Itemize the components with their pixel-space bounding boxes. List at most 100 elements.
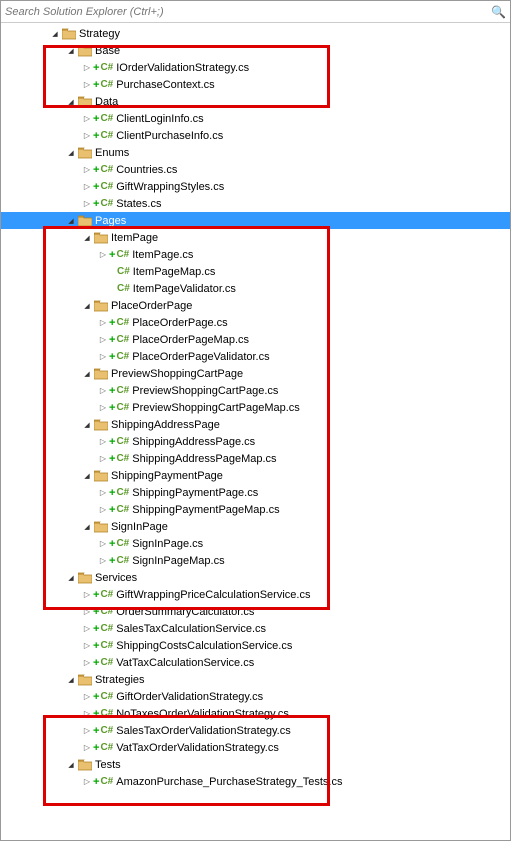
expand-icon[interactable] bbox=[81, 519, 93, 535]
expand-icon[interactable] bbox=[97, 281, 109, 297]
tree-row[interactable]: +C#ShippingPaymentPage.cs bbox=[1, 484, 510, 501]
expand-icon[interactable] bbox=[81, 298, 93, 314]
expand-icon[interactable] bbox=[97, 485, 109, 501]
tree-row[interactable]: +C#GiftWrappingPriceCalculationService.c… bbox=[1, 586, 510, 603]
tree-row[interactable]: +C#PlaceOrderPageMap.cs bbox=[1, 331, 510, 348]
expand-icon[interactable] bbox=[65, 213, 77, 229]
expand-icon[interactable] bbox=[97, 247, 109, 263]
tree-row[interactable]: +C#VatTaxCalculationService.cs bbox=[1, 654, 510, 671]
expand-icon[interactable] bbox=[81, 706, 93, 722]
tree-row[interactable]: Tests bbox=[1, 756, 510, 773]
tree-row[interactable]: Data bbox=[1, 93, 510, 110]
tree-item-label: SignInPage.cs bbox=[132, 538, 203, 550]
expand-icon[interactable] bbox=[81, 230, 93, 246]
expand-icon[interactable] bbox=[81, 77, 93, 93]
expand-icon[interactable] bbox=[49, 26, 61, 42]
expand-icon[interactable] bbox=[65, 43, 77, 59]
tree-row[interactable]: Services bbox=[1, 569, 510, 586]
csharp-icon: C# bbox=[100, 130, 113, 141]
tree-row[interactable]: +C#ClientPurchaseInfo.cs bbox=[1, 127, 510, 144]
tree-row[interactable]: Strategy bbox=[1, 25, 510, 42]
expand-icon[interactable] bbox=[65, 672, 77, 688]
expand-icon[interactable] bbox=[97, 553, 109, 569]
expand-icon[interactable] bbox=[97, 349, 109, 365]
tree-row[interactable]: SignInPage bbox=[1, 518, 510, 535]
expand-icon[interactable] bbox=[81, 621, 93, 637]
expand-icon[interactable] bbox=[97, 264, 109, 280]
csharp-icon: C# bbox=[100, 623, 113, 634]
tree-row[interactable]: Enums bbox=[1, 144, 510, 161]
expand-icon[interactable] bbox=[81, 417, 93, 433]
expand-icon[interactable] bbox=[81, 162, 93, 178]
tree-row[interactable]: +C#VatTaxOrderValidationStrategy.cs bbox=[1, 739, 510, 756]
csharp-icon: C# bbox=[116, 385, 129, 396]
tree-row[interactable]: PlaceOrderPage bbox=[1, 297, 510, 314]
expand-icon[interactable] bbox=[81, 655, 93, 671]
tree-row[interactable]: +C#SignInPage.cs bbox=[1, 535, 510, 552]
tree-row[interactable]: +C#ShippingAddressPage.cs bbox=[1, 433, 510, 450]
search-icon[interactable]: 🔍 bbox=[491, 5, 506, 19]
tree-row[interactable]: +C#SalesTaxCalculationService.cs bbox=[1, 620, 510, 637]
tree-row[interactable]: +C#States.cs bbox=[1, 195, 510, 212]
tree-row[interactable]: ShippingPaymentPage bbox=[1, 467, 510, 484]
tree-row[interactable]: +C#ItemPage.cs bbox=[1, 246, 510, 263]
expand-icon[interactable] bbox=[81, 196, 93, 212]
tree-row[interactable]: +C#PlaceOrderPageValidator.cs bbox=[1, 348, 510, 365]
tree-row[interactable]: ShippingAddressPage bbox=[1, 416, 510, 433]
csharp-icon: C# bbox=[100, 776, 113, 787]
expand-icon[interactable] bbox=[81, 740, 93, 756]
expand-icon[interactable] bbox=[81, 111, 93, 127]
expand-icon[interactable] bbox=[81, 774, 93, 790]
tree-row[interactable]: +C#AmazonPurchase_PurchaseStrategy_Tests… bbox=[1, 773, 510, 790]
search-input[interactable] bbox=[5, 6, 491, 18]
expand-icon[interactable] bbox=[81, 723, 93, 739]
tree-row[interactable]: +C#ClientLoginInfo.cs bbox=[1, 110, 510, 127]
expand-icon[interactable] bbox=[65, 145, 77, 161]
tree-row[interactable]: +C#PreviewShoppingCartPageMap.cs bbox=[1, 399, 510, 416]
tree-row[interactable]: +C#ShippingAddressPageMap.cs bbox=[1, 450, 510, 467]
tree-row[interactable]: +C#PurchaseContext.cs bbox=[1, 76, 510, 93]
expand-icon[interactable] bbox=[81, 366, 93, 382]
tree-row[interactable]: ItemPage bbox=[1, 229, 510, 246]
expand-icon[interactable] bbox=[97, 451, 109, 467]
expand-icon[interactable] bbox=[97, 502, 109, 518]
tree-row[interactable]: +C#SalesTaxOrderValidationStrategy.cs bbox=[1, 722, 510, 739]
expand-icon[interactable] bbox=[81, 638, 93, 654]
tree-row[interactable]: Pages bbox=[1, 212, 510, 229]
tree-row[interactable]: +C#ShippingCostsCalculationService.cs bbox=[1, 637, 510, 654]
tree-row[interactable]: C#ItemPageMap.cs bbox=[1, 263, 510, 280]
tree-row[interactable]: +C#Countries.cs bbox=[1, 161, 510, 178]
expand-icon[interactable] bbox=[97, 383, 109, 399]
expand-icon[interactable] bbox=[65, 757, 77, 773]
tree-row[interactable]: +C#SignInPageMap.cs bbox=[1, 552, 510, 569]
tree-row[interactable]: +C#GiftOrderValidationStrategy.cs bbox=[1, 688, 510, 705]
pending-add-icon: + bbox=[109, 538, 115, 550]
tree-row[interactable]: +C#NoTaxesOrderValidationStrategy.cs bbox=[1, 705, 510, 722]
expand-icon[interactable] bbox=[65, 94, 77, 110]
tree-row[interactable]: +C#ShippingPaymentPageMap.cs bbox=[1, 501, 510, 518]
tree-row[interactable]: PreviewShoppingCartPage bbox=[1, 365, 510, 382]
expand-icon[interactable] bbox=[81, 604, 93, 620]
tree-row[interactable]: +C#GiftWrappingStyles.cs bbox=[1, 178, 510, 195]
expand-icon[interactable] bbox=[97, 536, 109, 552]
expand-icon[interactable] bbox=[97, 434, 109, 450]
tree-row[interactable]: +C#PreviewShoppingCartPage.cs bbox=[1, 382, 510, 399]
tree-row[interactable]: Strategies bbox=[1, 671, 510, 688]
expand-icon[interactable] bbox=[81, 60, 93, 76]
tree-row[interactable]: Base bbox=[1, 42, 510, 59]
tree-row[interactable]: +C#OrderSummaryCalculator.cs bbox=[1, 603, 510, 620]
expand-icon[interactable] bbox=[81, 587, 93, 603]
expand-icon[interactable] bbox=[97, 315, 109, 331]
tree-row[interactable]: +C#IOrderValidationStrategy.cs bbox=[1, 59, 510, 76]
expand-icon[interactable] bbox=[97, 400, 109, 416]
tree-row[interactable]: C#ItemPageValidator.cs bbox=[1, 280, 510, 297]
expand-icon[interactable] bbox=[65, 570, 77, 586]
tree-row[interactable]: +C#PlaceOrderPage.cs bbox=[1, 314, 510, 331]
expand-icon[interactable] bbox=[81, 179, 93, 195]
tree-item-label: Enums bbox=[95, 147, 129, 159]
expand-icon[interactable] bbox=[81, 128, 93, 144]
csharp-icon: C# bbox=[116, 317, 129, 328]
expand-icon[interactable] bbox=[81, 689, 93, 705]
expand-icon[interactable] bbox=[81, 468, 93, 484]
expand-icon[interactable] bbox=[97, 332, 109, 348]
